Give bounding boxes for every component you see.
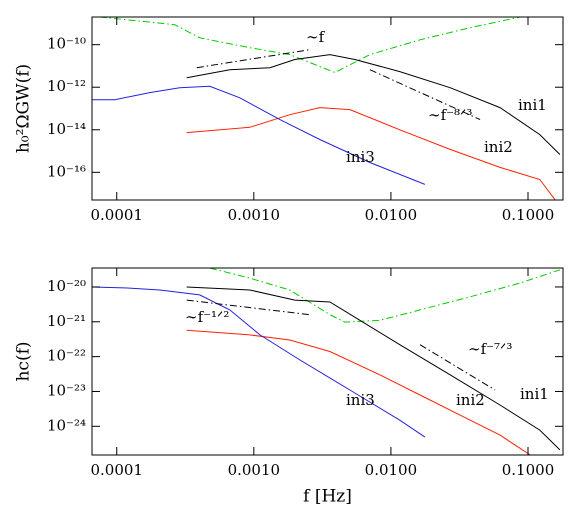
x-tick-label: 0.0100 xyxy=(365,206,418,224)
y-axis-label: hc(f) xyxy=(14,341,34,381)
series-label: ∼f⁻⁷ᐟ³ xyxy=(468,340,512,358)
x-tick-label: 0.0010 xyxy=(228,461,281,479)
series-line xyxy=(186,107,556,200)
series-label: ∼f xyxy=(306,28,326,46)
x-tick-label: 0.0100 xyxy=(365,461,418,479)
y-tick-label: 10⁻¹⁶ xyxy=(47,162,86,180)
x-tick-label: 0.0010 xyxy=(228,206,281,224)
series-line xyxy=(419,344,496,391)
x-tick-label: 0.1000 xyxy=(502,206,555,224)
series-line xyxy=(186,54,561,155)
series-line xyxy=(92,286,426,438)
y-tick-label: 10⁻¹⁴ xyxy=(47,120,86,138)
series-label: ∼f⁻⁸ᐟ³ xyxy=(428,106,472,124)
y-tick-label: 10⁻²¹ xyxy=(47,312,86,330)
series-line xyxy=(99,17,521,74)
series-label: ini3 xyxy=(346,391,375,409)
y-tick-label: 10⁻¹² xyxy=(47,77,86,95)
series-line xyxy=(196,49,310,69)
plot-frame xyxy=(91,16,564,201)
y-tick-label: 10⁻¹⁰ xyxy=(47,35,86,53)
series-label: ini1 xyxy=(518,96,547,114)
series-line xyxy=(209,268,561,323)
x-tick-label: 0.0001 xyxy=(90,461,143,479)
series-label: ∼f⁻¹ᐟ² xyxy=(185,308,229,326)
series-line xyxy=(186,299,310,316)
series-label: ini2 xyxy=(484,138,513,156)
series-line xyxy=(92,85,426,185)
y-tick-label: 10⁻²³ xyxy=(47,381,86,399)
x-axis-label: f [Hz] xyxy=(303,487,352,507)
y-tick-label: 10⁻²⁰ xyxy=(47,277,86,295)
y-tick-label: 10⁻²⁴ xyxy=(47,416,86,434)
x-tick-label: 0.1000 xyxy=(502,461,555,479)
series-label: ini1 xyxy=(520,385,549,403)
y-axis-label: h₀²ΩGW(f) xyxy=(14,64,34,153)
series-line xyxy=(369,69,481,121)
series-label: ini3 xyxy=(346,148,375,166)
plot-frame xyxy=(91,267,564,456)
x-tick-label: 0.0001 xyxy=(90,206,143,224)
series-line xyxy=(186,286,561,451)
y-tick-label: 10⁻²² xyxy=(47,347,86,365)
series-label: ini2 xyxy=(456,391,485,409)
